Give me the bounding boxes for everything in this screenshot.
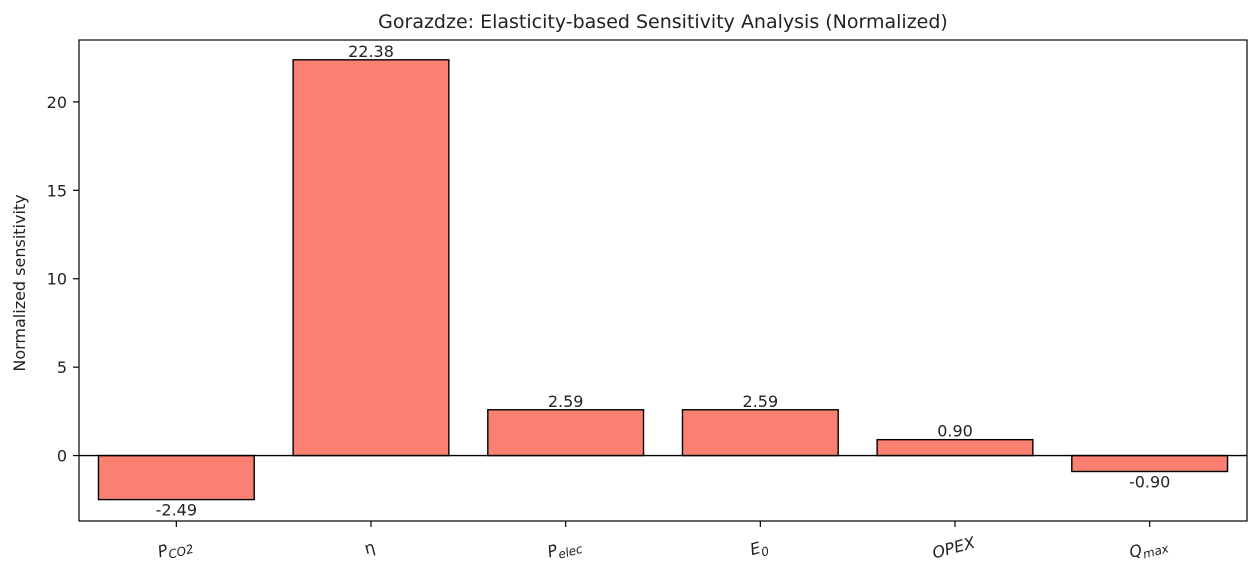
- y-tick-label-2: 10: [47, 270, 67, 289]
- x-tick-label-sub-0: CO2: [167, 542, 195, 562]
- plot-frame: [78, 39, 1248, 522]
- bar-2: [487, 409, 645, 457]
- x-tick-label-sub-2: elec: [557, 542, 585, 562]
- x-tick-label-0: PCO2: [155, 534, 195, 564]
- bar-1: [292, 59, 450, 457]
- x-tick-label-1: η: [362, 537, 377, 558]
- x-tick-label-sub-5: max: [1141, 541, 1171, 562]
- plot-area: -2.49 22.38 2.59 2.59 0.90 -0.90 0 5 10 15 20 PCO2 η…: [47, 39, 1248, 565]
- bar-5: [1071, 454, 1229, 473]
- value-label-2: 2.59: [548, 392, 584, 411]
- y-tick-label-3: 15: [47, 181, 67, 200]
- x-tick-label-2: Pelec: [545, 534, 584, 564]
- x-tick-label-base-4: OPEX: [930, 533, 978, 563]
- bar-3: [681, 409, 839, 457]
- value-label-4: 0.90: [937, 422, 973, 441]
- y-tick-label-0: 0: [57, 447, 67, 466]
- x-tick-label-sub-3: 0: [760, 544, 771, 560]
- bar-4: [876, 438, 1034, 457]
- x-tick-label-3: E0: [748, 536, 771, 562]
- chart-title: Gorazdze: Elasticity-based Sensitivity A…: [378, 11, 948, 33]
- y-tick-label-1: 5: [57, 358, 67, 377]
- value-label-3: 2.59: [743, 392, 779, 411]
- x-tick-label-4: OPEX: [930, 533, 978, 563]
- y-tick-label-4: 20: [47, 93, 67, 112]
- x-tick-label-base-1: η: [362, 537, 377, 558]
- x-tick-label-5: Qmax: [1127, 533, 1171, 565]
- y-axis-label: Normalized sensitivity: [10, 194, 29, 371]
- value-label-5: -0.90: [1129, 472, 1170, 491]
- x-tick-label-base-5: Q: [1127, 540, 1144, 562]
- value-label-0: -2.49: [156, 501, 197, 520]
- bar-0: [97, 454, 255, 501]
- value-label-1: 22.38: [348, 42, 394, 61]
